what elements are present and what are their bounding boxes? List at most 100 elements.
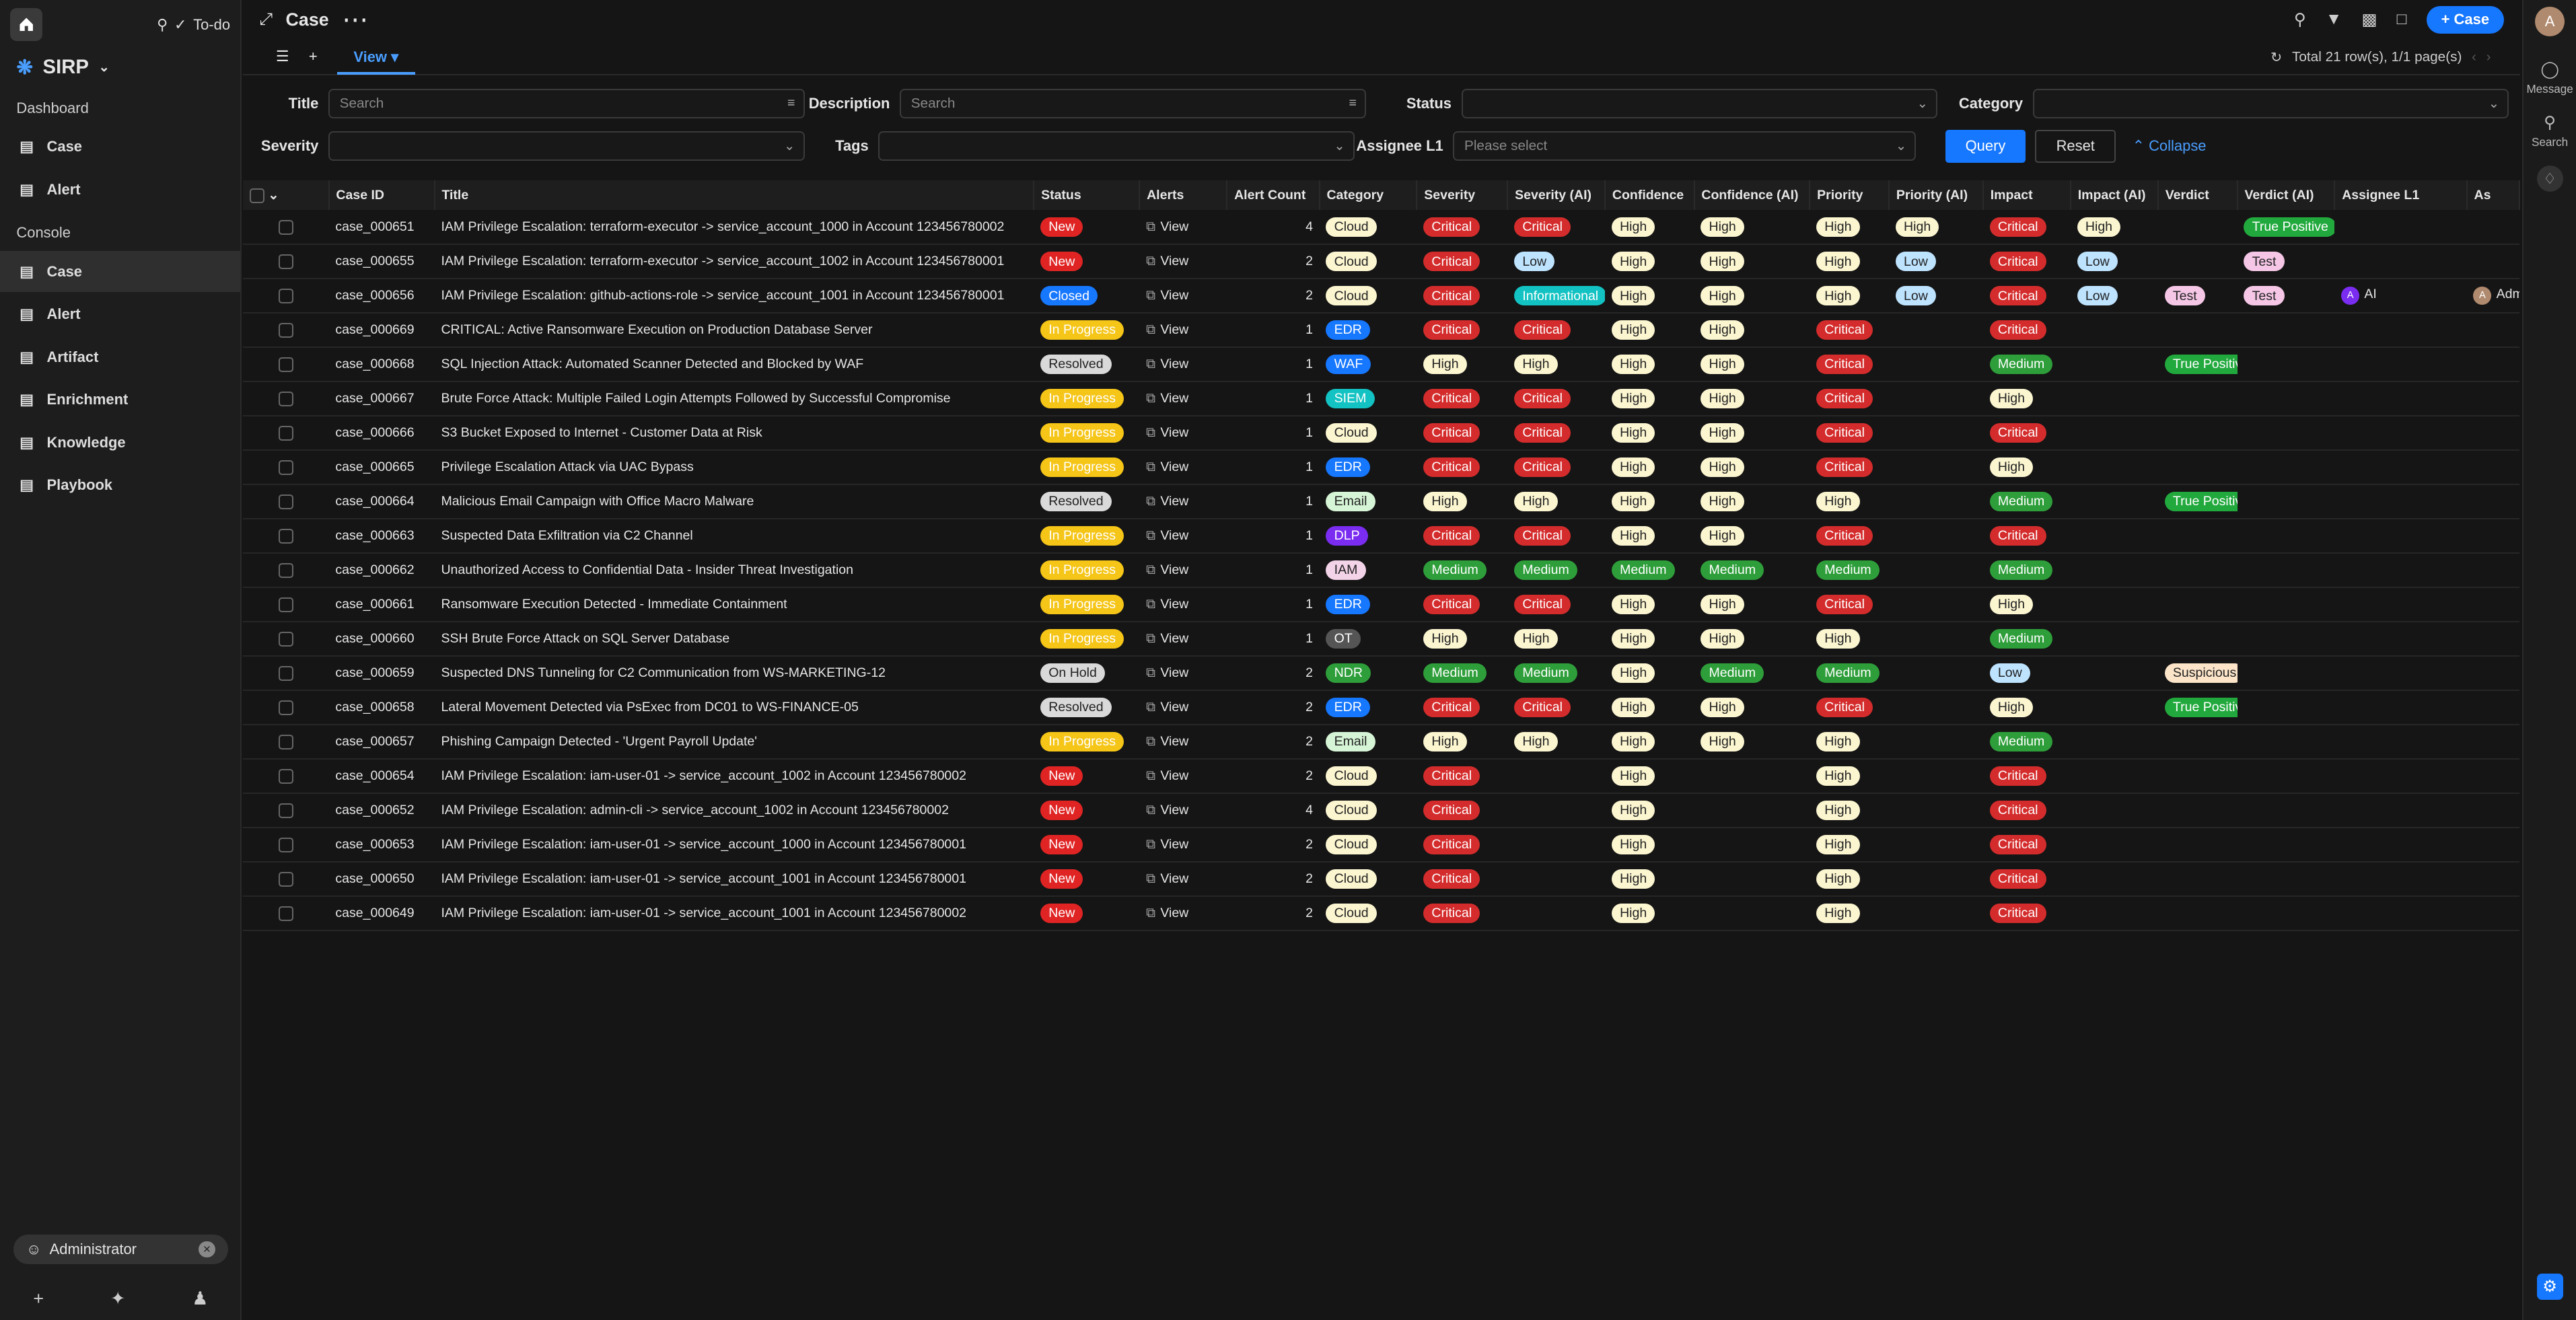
avatar[interactable]: A <box>2535 6 2565 36</box>
column-header[interactable]: Alert Count <box>1227 180 1320 211</box>
reset-button[interactable]: Reset <box>2035 129 2116 163</box>
row-checkbox[interactable] <box>278 665 293 681</box>
column-header[interactable]: Severity <box>1417 180 1509 211</box>
row-checkbox[interactable] <box>278 734 293 749</box>
description-filter-input[interactable]: Search ≡ <box>900 88 1367 118</box>
row-checkbox[interactable] <box>278 254 293 270</box>
row-checkbox[interactable] <box>278 357 293 372</box>
view-alerts-button[interactable]: ⧉ View <box>1146 288 1188 303</box>
table-row[interactable]: case_000661 Ransomware Execution Detected… <box>243 587 2520 622</box>
view-alerts-button[interactable]: ⧉ View <box>1146 391 1188 406</box>
view-alerts-button[interactable]: ⧉ View <box>1146 803 1188 818</box>
row-checkbox[interactable] <box>278 768 293 784</box>
row-checkbox[interactable] <box>278 837 293 852</box>
view-alerts-button[interactable]: ⧉ View <box>1146 254 1188 269</box>
table-row[interactable]: case_000662 Unauthorized Access to Confid… <box>243 553 2520 588</box>
tags-select[interactable]: ⌄ <box>878 131 1355 161</box>
view-alerts-button[interactable]: ⧉ View <box>1146 734 1188 749</box>
column-header[interactable]: Assignee L1 <box>2334 180 2468 211</box>
column-header[interactable]: Confidence <box>1605 180 1695 211</box>
view-alerts-button[interactable]: ⧉ View <box>1146 494 1188 509</box>
comment-icon[interactable]: □ <box>2396 10 2407 29</box>
table-row[interactable]: case_000656 IAM Privilege Escalation: git… <box>243 279 2520 314</box>
table-row[interactable]: case_000653 IAM Privilege Escalation: iam… <box>243 828 2520 862</box>
view-alerts-button[interactable]: ⧉ View <box>1146 906 1188 921</box>
select-all-checkbox[interactable] <box>249 188 264 204</box>
column-header[interactable]: Impact (AI) <box>2070 180 2159 211</box>
select-all-header[interactable]: ⌄ <box>243 180 330 211</box>
column-header[interactable]: Alerts <box>1139 180 1228 211</box>
view-alerts-button[interactable]: ⧉ View <box>1146 700 1188 715</box>
row-checkbox[interactable] <box>278 528 293 544</box>
filter-icon[interactable]: ▼ <box>2325 10 2342 29</box>
table-row[interactable]: case_000664 Malicious Email Campaign with… <box>243 484 2520 519</box>
magic-icon[interactable]: ✦ <box>110 1288 126 1309</box>
title-filter-input[interactable]: Search ≡ <box>328 88 805 118</box>
next-page-icon[interactable]: › <box>2486 49 2491 65</box>
row-checkbox[interactable] <box>278 631 293 647</box>
row-checkbox[interactable] <box>278 700 293 715</box>
users-icon[interactable]: ♟ <box>192 1288 209 1309</box>
user-badge[interactable]: ☺ Administrator × <box>13 1234 229 1264</box>
table-row[interactable]: case_000663 Suspected Data Exfiltration v… <box>243 519 2520 554</box>
view-alerts-button[interactable]: ⧉ View <box>1146 665 1188 681</box>
sidebar-item-playbook[interactable]: ▤ Playbook <box>0 464 240 505</box>
view-alerts-button[interactable]: ⧉ View <box>1146 357 1188 372</box>
table-row[interactable]: case_000650 IAM Privilege Escalation: iam… <box>243 862 2520 896</box>
row-checkbox[interactable] <box>278 906 293 921</box>
brand[interactable]: ❋ SIRP ⌄ <box>0 49 240 85</box>
status-select[interactable]: ⌄ <box>1461 88 1938 118</box>
column-header[interactable]: Category <box>1319 180 1418 211</box>
row-checkbox[interactable] <box>278 219 293 235</box>
column-header[interactable]: Priority <box>1810 180 1890 211</box>
add-icon[interactable]: + <box>308 48 318 65</box>
row-checkbox[interactable] <box>278 597 293 612</box>
chart-icon[interactable]: ▩ <box>2361 11 2377 30</box>
message-button[interactable]: ◯ Message <box>2526 59 2573 96</box>
sidebar-item-alert[interactable]: ▤ Alert <box>0 169 240 210</box>
row-checkbox[interactable] <box>278 392 293 406</box>
table-row[interactable]: case_000654 IAM Privilege Escalation: iam… <box>243 759 2520 793</box>
sidebar-item-alert[interactable]: ▤ Alert <box>0 294 240 335</box>
notification-button[interactable]: ♢ <box>2536 166 2563 192</box>
row-checkbox[interactable] <box>278 323 293 338</box>
category-select[interactable]: ⌄ <box>2032 88 2509 118</box>
view-alerts-button[interactable]: ⧉ View <box>1146 597 1188 612</box>
refresh-icon[interactable]: ↻ <box>2270 50 2283 66</box>
view-alerts-button[interactable]: ⧉ View <box>1146 837 1188 852</box>
query-button[interactable]: Query <box>1945 129 2026 163</box>
prev-page-icon[interactable]: ‹ <box>2472 49 2476 65</box>
view-alerts-button[interactable]: ⧉ View <box>1146 768 1188 784</box>
view-alerts-button[interactable]: ⧉ View <box>1146 322 1188 338</box>
view-alerts-button[interactable]: ⧉ View <box>1146 219 1188 235</box>
filter-options-icon[interactable]: ≡ <box>1349 96 1357 111</box>
expand-icon[interactable]: ⤢ <box>259 10 273 29</box>
table-row[interactable]: case_000655 IAM Privilege Escalation: ter… <box>243 244 2520 279</box>
sidebar-item-case[interactable]: ▤ Case <box>0 126 240 168</box>
todo-label[interactable]: To-do <box>193 15 231 33</box>
view-alerts-button[interactable]: ⧉ View <box>1146 562 1188 578</box>
filter-options-icon[interactable]: ≡ <box>787 96 795 111</box>
view-alerts-button[interactable]: ⧉ View <box>1146 871 1188 887</box>
view-alerts-button[interactable]: ⧉ View <box>1146 425 1188 441</box>
row-checkbox[interactable] <box>278 494 293 509</box>
table-row[interactable]: case_000666 S3 Bucket Exposed to Internet… <box>243 416 2520 451</box>
add-icon[interactable]: + <box>33 1288 44 1309</box>
column-header[interactable]: Verdict (AI) <box>2237 180 2336 211</box>
table-row[interactable]: case_000660 SSH Brute Force Attack on SQL… <box>243 622 2520 657</box>
table-row[interactable]: case_000651 IAM Privilege Escalation: ter… <box>243 210 2520 245</box>
row-checkbox[interactable] <box>278 562 293 578</box>
table-row[interactable]: case_000652 IAM Privilege Escalation: adm… <box>243 793 2520 828</box>
search-icon[interactable]: ⚲ <box>157 15 168 33</box>
sidebar-item-enrichment[interactable]: ▤ Enrichment <box>0 379 240 420</box>
new-case-button[interactable]: + Case <box>2426 5 2504 34</box>
row-checkbox[interactable] <box>278 460 293 475</box>
sidebar-item-knowledge[interactable]: ▤ Knowledge <box>0 422 240 463</box>
column-header[interactable]: As <box>2466 180 2521 211</box>
sidebar-item-case[interactable]: ▤ Case <box>0 251 240 293</box>
table-row[interactable]: case_000659 Suspected DNS Tunneling for C… <box>243 656 2520 691</box>
more-icon[interactable]: ⋯ <box>342 5 369 34</box>
column-header[interactable]: Confidence (AI) <box>1694 180 1811 211</box>
column-header[interactable]: Status <box>1034 180 1141 211</box>
view-alerts-button[interactable]: ⧉ View <box>1146 460 1188 475</box>
